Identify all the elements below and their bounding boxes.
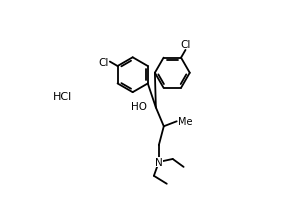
Text: N: N	[155, 157, 163, 167]
Text: Cl: Cl	[180, 40, 191, 50]
Text: HO: HO	[131, 102, 147, 112]
Text: Cl: Cl	[98, 57, 109, 67]
Text: HCl: HCl	[53, 91, 72, 101]
Text: Me: Me	[178, 117, 192, 127]
